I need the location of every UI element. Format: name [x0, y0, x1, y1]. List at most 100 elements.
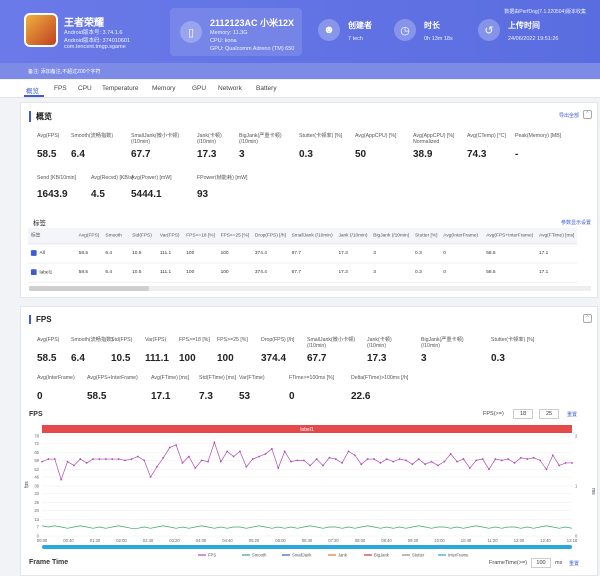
collapse-icon[interactable]: ⌃	[583, 314, 592, 323]
tab-fps[interactable]: FPS	[54, 85, 67, 92]
device-gpu: GPU: Qualcomm Adreno (TM) 650	[210, 46, 295, 52]
fps-point	[545, 468, 548, 471]
metric-value: 58.5	[37, 149, 57, 160]
fps-metric-label: Avg(FTime) [ms]	[151, 375, 190, 381]
fps-point	[379, 462, 382, 464]
fps-metric-label: Std(FPS)	[111, 337, 133, 343]
table-header[interactable]: Jank (/10min)	[335, 228, 371, 244]
table-header[interactable]: Var(FPS)	[156, 228, 184, 244]
table-header[interactable]: Std(FPS)	[129, 228, 157, 244]
fps-point	[47, 458, 50, 460]
fps-panel-title: FPS	[29, 315, 52, 324]
table-cell: 3	[370, 262, 413, 283]
fps-threshold-2-input[interactable]: 25	[539, 409, 559, 419]
x-tick-label: 06:40	[302, 538, 313, 543]
fps-chart[interactable]: label1 0 7 13 20 26 33 39 46 52 59 65 72 78 0 1 2 fps ms 00…	[20, 424, 598, 560]
label-band	[42, 425, 572, 433]
note-bar[interactable]: 备注: 添加备注,不超过200个字符	[0, 63, 600, 79]
fps-metric-label: Drop(FPS) [/h]	[261, 337, 295, 343]
tab-temperature[interactable]: Temperature	[102, 85, 139, 92]
fps-point	[290, 460, 292, 463]
table-row[interactable]: All 58.5 6.4 10.5 111.1 100 100 374.4 67.7 17.3 3 0…	[28, 243, 578, 264]
cell-value: 58.5	[486, 269, 496, 276]
table-header[interactable]: Avg(FTime) [ms]	[536, 228, 578, 244]
table-cell: 58.5	[75, 262, 103, 283]
tab-cpu[interactable]: CPU	[78, 85, 92, 92]
fps-metric-label: FPS>=18 [%]	[179, 337, 210, 343]
metric-label: Avg(AppCPU) [%] Normalized	[413, 133, 455, 145]
fps-point	[417, 458, 420, 460]
fps-point	[341, 462, 344, 464]
fps-point	[66, 460, 69, 463]
metric-label: Send [KB/10min]	[37, 175, 76, 181]
metric-label: Jank(卡顿) (/10min)	[197, 133, 222, 145]
cell-value: 67.7	[291, 269, 301, 276]
cell-value: 100	[220, 250, 229, 256]
y-tick-label: 78	[34, 434, 39, 439]
time-range-slider	[42, 545, 572, 549]
row-checkbox[interactable]	[30, 269, 37, 275]
tab-memory[interactable]: Memory	[152, 85, 176, 92]
table-header[interactable]: SmallJank (/10min)	[288, 228, 336, 244]
table-header[interactable]: FPS>=18 [%]	[183, 228, 218, 244]
export-all-link[interactable]: 导出全部	[559, 113, 580, 119]
cell-value: 58.5	[78, 250, 89, 256]
table-header[interactable]: FPS>=25 [%]	[217, 228, 253, 244]
table-cell: 3	[370, 243, 413, 264]
tab-network[interactable]: Network	[218, 85, 242, 92]
fps-metric-value: 100	[217, 353, 234, 364]
y-tick-label: 65	[34, 450, 39, 455]
fps-metric-value: 3	[421, 353, 427, 364]
x-tick-label: 11:20	[487, 538, 498, 543]
metric-value: 0.3	[299, 149, 313, 160]
table-header[interactable]: Smooth	[102, 228, 130, 244]
x-tick-label: 00:40	[63, 538, 74, 543]
legend-label: Jank	[338, 553, 348, 558]
row-checkbox[interactable]	[30, 249, 37, 256]
table-scrollbar[interactable]	[29, 286, 591, 291]
table-header[interactable]: Drop(FPS) [/h]	[252, 228, 289, 244]
table-header[interactable]: 标签	[28, 228, 76, 244]
frametime-reset-link[interactable]: 重置	[569, 561, 580, 567]
tab-overview[interactable]: 概览	[26, 88, 39, 95]
fps-metric-value: 17.1	[151, 391, 171, 402]
fps-point	[149, 476, 152, 478]
table-cell: 0.3	[412, 262, 441, 283]
table-header[interactable]: BigJank (/10min)	[370, 228, 413, 244]
tab-gpu[interactable]: GPU	[192, 85, 207, 92]
y-tick-label: 39	[34, 484, 39, 489]
param-settings-link[interactable]: 参数显示设置	[561, 220, 592, 226]
table-header[interactable]: Avg(FPS)	[75, 228, 103, 244]
table-header[interactable]: Avg(FPS+InterFrame)	[483, 228, 537, 244]
fps-point	[270, 447, 273, 450]
fps-chart-title: FPS	[29, 411, 43, 418]
fps-threshold-1-input[interactable]: 18	[513, 409, 533, 419]
frametime-threshold-input[interactable]: 100	[531, 558, 551, 568]
fps-point	[322, 464, 324, 467]
table-header[interactable]: Avg(InterFrame)	[440, 228, 484, 244]
fps-point	[424, 463, 427, 466]
fps-point	[175, 444, 177, 446]
cell-value: 100	[186, 269, 195, 276]
cell-value: 6.4	[105, 269, 113, 276]
fps-point	[85, 462, 88, 464]
fps-metric-value: 17.3	[367, 353, 387, 364]
fps-point	[143, 459, 146, 462]
y-tick-label: 59	[34, 458, 39, 463]
x-tick-label: 01:20	[90, 538, 101, 543]
fps-point	[468, 467, 471, 469]
fps-panel: FPS ⌃ Avg(FPS) 58.5 Smooth(流畅指数) 6.4 Std(FPS…	[20, 306, 598, 576]
x-tick-label: 08:40	[381, 538, 392, 543]
table-header[interactable]: Stutter [%]	[412, 228, 441, 244]
tab-battery[interactable]: Battery	[256, 85, 277, 92]
fps-point	[392, 460, 395, 463]
table-row[interactable]: label1 58.5 6.4 10.5 111.1 100 100 374.4 67.7 17.…	[28, 262, 578, 283]
collapse-icon[interactable]: ⌃	[583, 110, 592, 119]
legend-label: FPS	[208, 553, 216, 558]
x-tick-label: 03:20	[169, 538, 180, 543]
table-scroll-thumb[interactable]	[29, 286, 149, 291]
app-version: Android版本号: 3.74.1.6	[64, 30, 123, 36]
fps-threshold-label: FPS(>=)	[483, 411, 504, 417]
cell-value: 67.7	[291, 250, 301, 256]
fps-reset-link[interactable]: 重置	[567, 412, 578, 418]
